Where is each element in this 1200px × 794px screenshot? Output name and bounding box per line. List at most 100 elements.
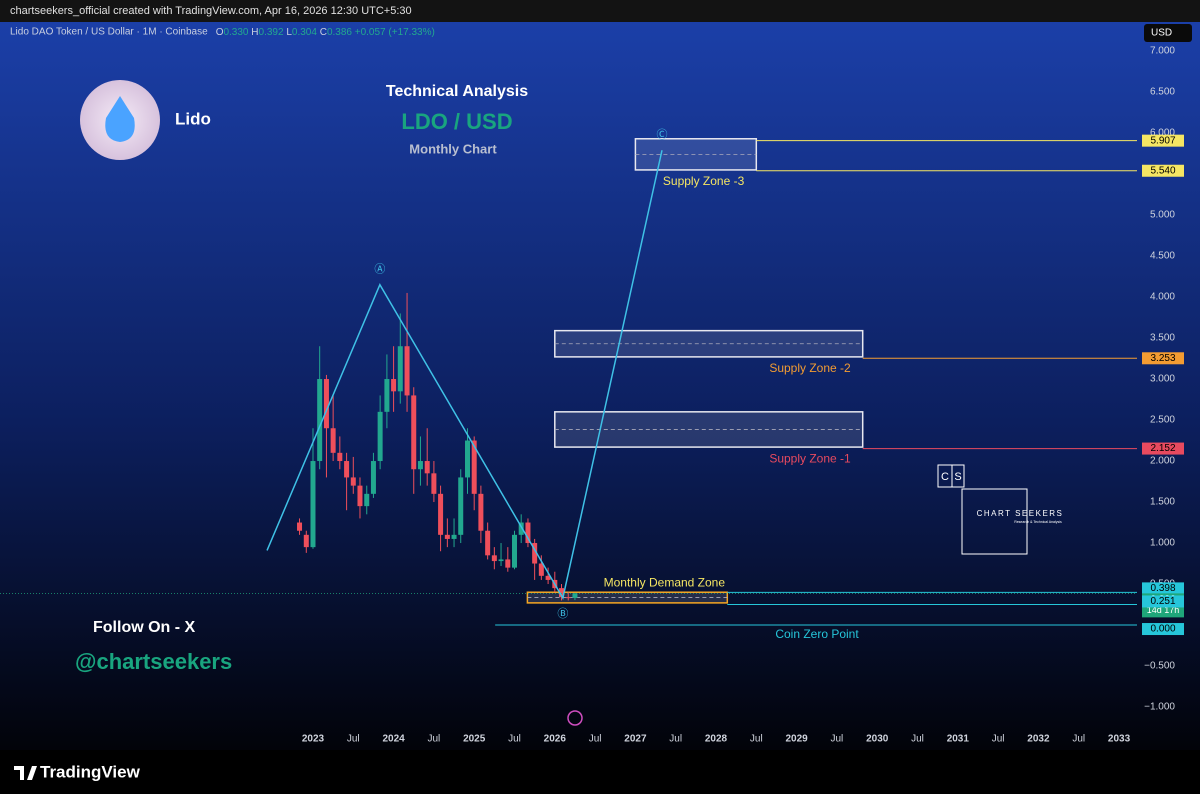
wave-label: Ⓐ [374, 263, 385, 276]
price-tag-label: 0.251 [1150, 596, 1175, 607]
candle-body [451, 534, 457, 539]
x-tick-label: 2029 [785, 734, 808, 745]
footer-bar [0, 750, 1200, 794]
candle-body [323, 379, 329, 429]
candle-body [391, 379, 397, 392]
ohlc-value: 0.392 [259, 27, 284, 38]
price-tag [1142, 352, 1184, 365]
candle-body [498, 559, 504, 562]
logo-letter: C [941, 471, 949, 483]
ohlc-value: 0.330 [223, 27, 248, 38]
candle-body [505, 559, 511, 568]
currency[interactable]: USD [1151, 28, 1172, 39]
y-tick-label: 1.000 [1150, 538, 1175, 549]
candle-body [511, 534, 517, 568]
zero-label: Coin Zero Point [775, 627, 859, 641]
currency-box[interactable] [1144, 24, 1192, 42]
price-tag [1142, 164, 1184, 177]
logo-box [961, 488, 1028, 555]
price-tag [1142, 623, 1184, 636]
credit: chartseekers_official created with Tradi… [10, 5, 412, 17]
price-tag-label: 2.152 [1150, 443, 1175, 454]
candle-body [310, 461, 316, 548]
top-bar [0, 0, 1200, 22]
ohlc-key: O [216, 27, 224, 38]
candle-body [397, 346, 403, 392]
ohlc-value: 0.386 [327, 27, 352, 38]
ohlc-key: L [286, 27, 292, 38]
candle-body [411, 395, 417, 470]
x-tick-label: 2031 [947, 734, 970, 745]
x-tick-label: 2023 [302, 734, 325, 745]
y-tick-label: 2.000 [1150, 456, 1175, 467]
y-tick-label: 5.000 [1150, 210, 1175, 221]
candle-body [565, 597, 571, 599]
candle-body [444, 534, 450, 539]
x-tick-label: Jul [589, 734, 602, 745]
x-tick-label: Jul [427, 734, 440, 745]
candle-body [424, 461, 430, 474]
y-tick-label: −0.500 [1144, 661, 1175, 672]
y-tick-label: 4.500 [1150, 251, 1175, 262]
ohlc-value: 0.304 [292, 27, 317, 38]
x-tick-label: 2027 [624, 734, 647, 745]
lido-drop [105, 96, 135, 142]
candle-body [364, 493, 370, 507]
event-icon[interactable] [567, 710, 583, 726]
candle-body [518, 522, 524, 535]
symbol: Lido DAO Token / US Dollar · 1M · Coinba… [10, 27, 208, 38]
price-tag [1142, 595, 1184, 608]
x-tick-label: Jul [911, 734, 924, 745]
candle-body [572, 593, 578, 598]
x-tick-label: Jul [508, 734, 521, 745]
logo-box [951, 464, 965, 488]
heading: Technical Analysis [386, 83, 528, 100]
candle-body [478, 493, 484, 531]
candle-body [431, 473, 437, 494]
logo-letter: S [954, 471, 961, 483]
y-tick-label: 3.500 [1150, 333, 1175, 344]
footer-brand: TradingView [40, 762, 141, 781]
candle-body [377, 411, 383, 462]
ohlc-key: H [251, 27, 258, 38]
y-tick-label: 6.500 [1150, 87, 1175, 98]
period: Monthly Chart [409, 141, 497, 156]
x-tick-label: 2032 [1027, 734, 1050, 745]
candle-body [538, 563, 544, 576]
y-tick-label: 1.500 [1150, 497, 1175, 508]
x-tick-label: Jul [992, 734, 1005, 745]
price-tag-label: 0.000 [1150, 624, 1175, 635]
candle-body [384, 379, 390, 412]
price-tag-label: 0.398 [1150, 583, 1175, 594]
candle-body [458, 477, 464, 535]
candle-body [303, 534, 309, 548]
change: +0.057 (+17.33%) [355, 27, 435, 38]
x-tick-label: 2025 [463, 734, 486, 745]
y-tick-label: −1.000 [1144, 702, 1175, 713]
x-tick-label: Jul [750, 734, 763, 745]
ohlc-key: C [320, 27, 327, 38]
follow: Follow On - X [93, 619, 196, 636]
y-tick-label: 6.000 [1150, 128, 1175, 139]
logo-name: CHART SEEKERS [977, 509, 1064, 518]
candle-body [297, 522, 303, 531]
x-tick-label: 2028 [705, 734, 728, 745]
candle-body [465, 440, 471, 478]
price-tag [1142, 442, 1184, 455]
zone-label: Supply Zone -1 [769, 451, 851, 465]
x-tick-label: 2030 [866, 734, 889, 745]
x-tick-label: 2024 [382, 734, 405, 745]
candle-body [337, 452, 343, 462]
asset-name: Lido [175, 109, 211, 128]
candle-body [532, 543, 538, 564]
candle-body [471, 440, 477, 494]
abc-pattern [266, 150, 663, 601]
y-tick-label: 7.000 [1150, 46, 1175, 57]
tv-logo [14, 766, 37, 780]
plot-bg [0, 22, 1200, 750]
y-tick-label: 3.000 [1150, 374, 1175, 385]
x-tick-label: 2033 [1108, 734, 1131, 745]
x-tick-label: Jul [347, 734, 360, 745]
